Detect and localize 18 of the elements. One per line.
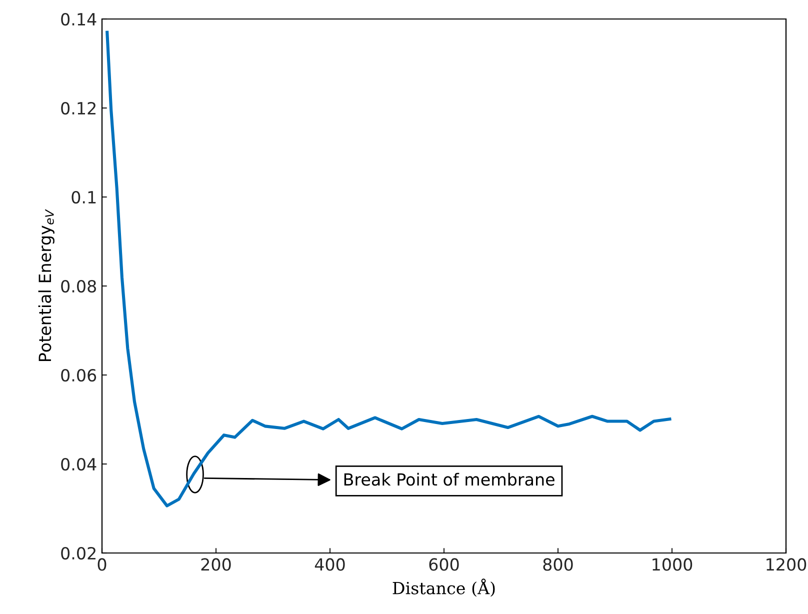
x-tick-label: 200 <box>201 558 231 571</box>
x-tick-label: 800 <box>543 558 573 571</box>
y-tick-label: 0.08 <box>61 280 96 293</box>
x-tick-label: 1000 <box>652 558 692 571</box>
y-tick-label: 0.04 <box>61 458 96 471</box>
y-axis-title: Potential Energy$_{eV}$ <box>38 209 54 362</box>
x-axis-title: Distance (Å) <box>392 578 495 597</box>
annotation: Break Point of membrane <box>344 472 554 486</box>
x-tick-label: 1200 <box>766 558 806 571</box>
y-tick-label: 0.02 <box>61 546 96 560</box>
x-tick-label: 600 <box>429 558 459 571</box>
y-tick-label: 0.12 <box>61 102 96 115</box>
x-tick-label: 0 <box>98 558 106 571</box>
line-series <box>106 30 672 508</box>
y-tick-label: 0.1 <box>72 190 96 204</box>
y-tick-label: 0.14 <box>61 12 96 26</box>
x-tick-label: 400 <box>314 558 345 571</box>
y-tick-label: 0.06 <box>61 368 96 382</box>
